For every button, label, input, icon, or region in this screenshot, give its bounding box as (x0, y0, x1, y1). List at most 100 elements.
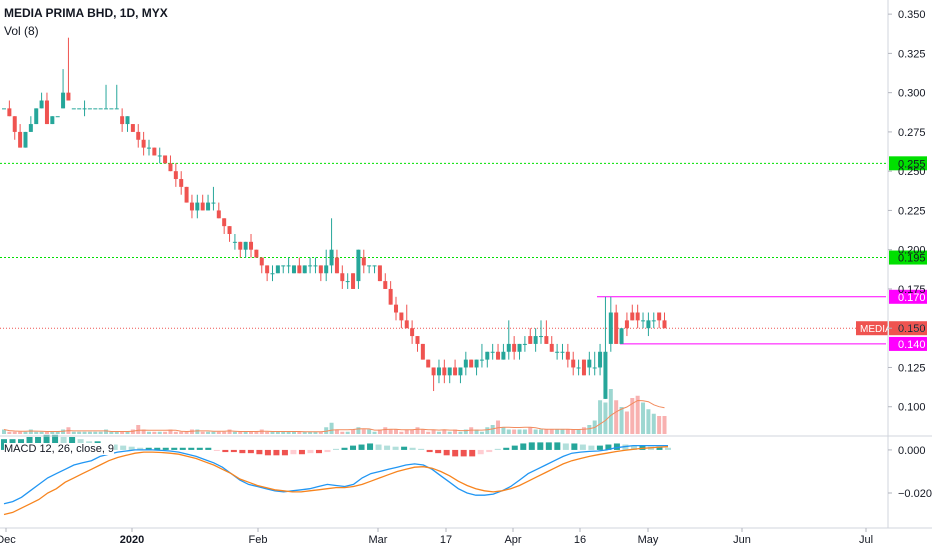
candle-body (71, 108, 76, 110)
volume-bar (275, 431, 280, 434)
candle-body (496, 351, 501, 360)
candle-body (522, 343, 527, 345)
candle-body (173, 171, 178, 180)
macd-histogram-bar (409, 447, 416, 450)
candle-body (662, 320, 667, 329)
volume-bar (431, 429, 436, 434)
price-tick-label: 0.200 (898, 245, 926, 257)
volume-bar (55, 431, 60, 434)
candle-body (39, 100, 44, 109)
candle-body (490, 351, 495, 353)
volume-bar (227, 429, 232, 434)
macd-histogram-bar (588, 445, 595, 450)
macd-histogram-bar (579, 444, 586, 450)
candlestick-series (2, 37, 667, 399)
candle-body (624, 320, 629, 329)
macd-histogram-bar (375, 444, 382, 450)
macd-histogram-bar (528, 442, 535, 450)
macd-histogram-bar (247, 449, 254, 454)
macd-histogram-bar (307, 449, 314, 454)
macd-histogram-bar (222, 449, 229, 453)
macd-histogram-bar (298, 449, 305, 455)
candle-body (216, 210, 221, 219)
volume-bar (587, 425, 592, 434)
volume-bar (646, 409, 651, 434)
macd-histogram-bar (128, 446, 135, 450)
price-level-label: 0.195 (898, 253, 926, 265)
candle-body (560, 351, 565, 353)
volume-bar (98, 431, 103, 434)
candle-body (512, 343, 517, 352)
candle-body (130, 124, 135, 132)
volume-bar (356, 427, 361, 434)
macd-histogram-bar (333, 448, 339, 450)
volume-bar (404, 429, 409, 434)
candle-body (479, 359, 484, 361)
candle-body (404, 320, 409, 329)
last-price-label-bg (889, 321, 927, 336)
macd-histogram-bar (315, 449, 322, 454)
candle-body (313, 265, 318, 267)
price-tick-label: 0.175 (898, 284, 926, 296)
volume-bar (415, 427, 420, 434)
candle-body (23, 131, 28, 148)
macd-histogram-bar (145, 447, 152, 450)
volume-bar (77, 431, 82, 434)
candle-body (506, 343, 511, 352)
macd-indicator-label: MACD 12, 26, close, 9 (4, 443, 115, 455)
candle-body (394, 304, 399, 313)
volume-bar (479, 431, 484, 434)
candle-body (163, 155, 168, 164)
time-tick-label: 2020 (120, 534, 144, 546)
price-tick-label: 0.225 (898, 205, 926, 217)
candle-body (420, 343, 425, 360)
candle-body (87, 108, 92, 110)
volume-bar (211, 431, 216, 434)
candle-body (576, 367, 581, 369)
macd-histogram-bar (341, 447, 348, 450)
volume-bar (318, 431, 323, 434)
macd-histogram-bar (205, 447, 212, 450)
macd-histogram-bar (179, 447, 186, 450)
volume-bar (372, 431, 377, 434)
macd-histogram-bar (605, 444, 612, 450)
volume-bar (313, 431, 318, 434)
candle-body (351, 273, 356, 289)
candle-body (206, 202, 211, 211)
volume-bar (420, 429, 425, 434)
volume-bar (23, 431, 28, 434)
macd-histogram-bar (596, 445, 603, 450)
macd-tick-label: 0.000 (898, 445, 926, 457)
candle-body (286, 265, 291, 267)
candle-body (227, 226, 232, 234)
macd-histogram-bar (188, 447, 195, 450)
volume-bar (189, 429, 194, 434)
volume-bar (308, 431, 313, 434)
macd-histogram-bar (562, 443, 569, 450)
candle-body (55, 116, 60, 118)
volume-bar (533, 429, 538, 434)
candle-body (442, 367, 447, 376)
candle-body (77, 108, 82, 110)
macd-histogram-bar (281, 449, 288, 456)
price-tick-label: 0.250 (898, 166, 926, 178)
candle-body (18, 131, 23, 148)
candle-body (361, 257, 366, 266)
volume-bar (297, 431, 302, 434)
volume-bars (2, 389, 667, 434)
price-tick-label: 0.125 (898, 362, 926, 374)
price-tick-label: 0.100 (898, 402, 926, 414)
candle-body (565, 351, 570, 360)
volume-bar (7, 431, 12, 434)
candle-body (549, 343, 554, 352)
macd-histogram-bar (367, 443, 374, 450)
volume-bar (120, 431, 125, 434)
volume-bar (641, 402, 646, 434)
candle-body (179, 179, 184, 187)
candle-body (281, 265, 286, 267)
macd-histogram-bar (384, 445, 391, 450)
last-price-label: 0.150 (898, 323, 926, 335)
candle-body (474, 359, 479, 368)
volume-bar (163, 431, 168, 434)
